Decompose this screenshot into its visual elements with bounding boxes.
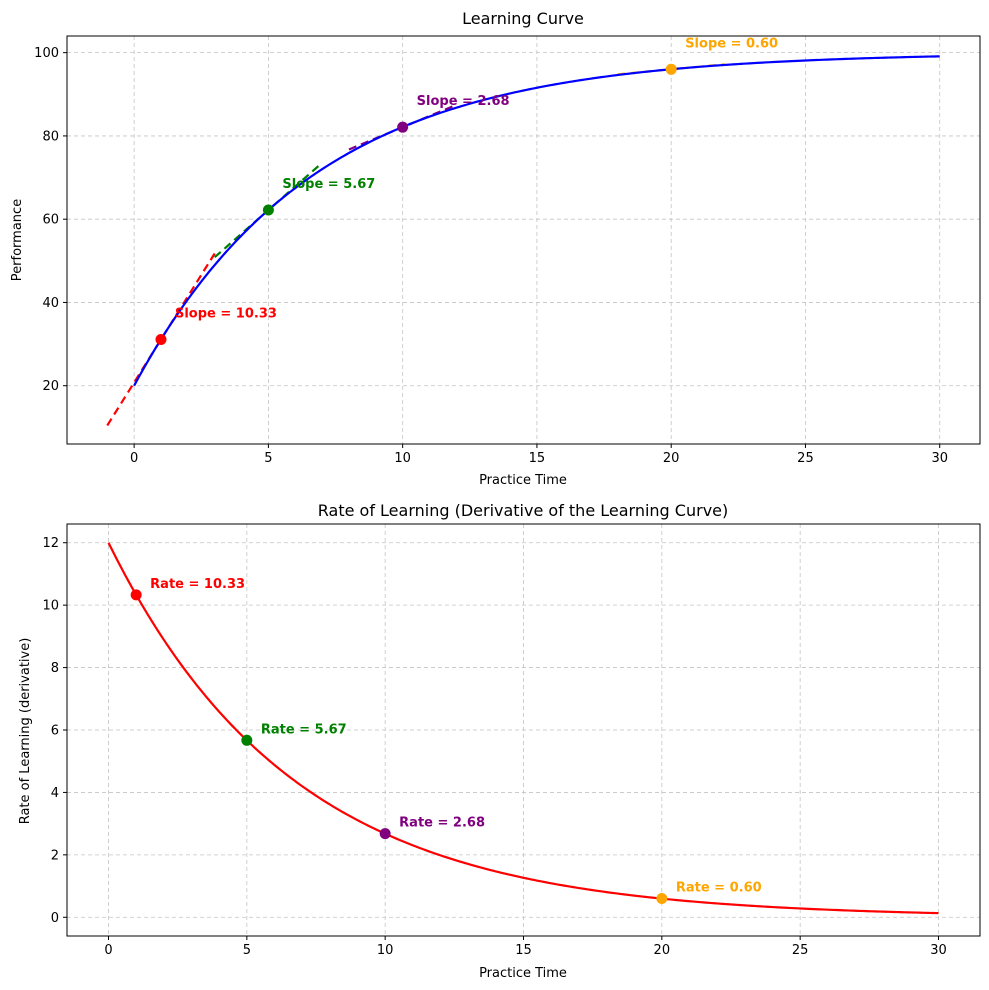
point-annotation: Rate = 5.67 [261,722,347,737]
learning-curve-chart: Learning Curve Slope = 10.33 Slope = 5.67… [10,9,981,488]
tangent-lines [106,63,725,427]
point-annotation: Rate = 2.68 [399,816,485,831]
tangent-line [106,252,216,427]
y-tick-label: 40 [42,296,59,311]
annotations: Rate = 10.33 Rate = 5.67 Rate = 2.68 Rate =… [150,577,762,896]
grid-lines [67,36,980,444]
y-tick-label: 20 [42,379,59,394]
x-tick-label: 10 [377,943,394,958]
data-point [241,734,253,746]
ticks: 0 5 10 15 20 25 30 0 2 4 6 8 10 12 [42,536,946,958]
x-tick-label: 0 [130,451,138,466]
x-tick-label: 30 [931,451,948,466]
grid-lines [67,524,980,936]
data-point [665,63,677,75]
marked-points [155,63,677,346]
ticks: 0 5 10 15 20 25 30 20 40 60 80 100 [34,46,948,466]
plot-frame [66,35,981,445]
y-tick-label: 4 [51,786,59,801]
x-tick-label: 20 [654,943,671,958]
x-tick-label: 15 [529,451,546,466]
rate-of-learning-chart: Rate of Learning (Derivative of the Lear… [18,501,981,981]
y-axis-label: Performance [10,199,25,281]
x-tick-label: 15 [515,943,532,958]
annotations: Slope = 10.33 Slope = 5.67 Slope = 2.68 Slo… [175,36,778,321]
data-point [397,121,409,133]
y-tick-label: 10 [42,599,59,614]
x-tick-label: 30 [930,943,947,958]
chart-title: Learning Curve [462,9,584,28]
y-tick-label: 60 [42,213,59,228]
y-tick-label: 100 [34,46,59,61]
x-tick-label: 10 [394,451,411,466]
point-annotation: Slope = 10.33 [175,307,277,322]
y-tick-label: 2 [51,848,59,863]
data-point [656,893,668,905]
y-tick-label: 12 [42,536,59,551]
data-point [262,204,274,216]
point-annotation: Slope = 0.60 [685,36,778,51]
x-tick-label: 25 [792,943,809,958]
y-tick-label: 8 [51,661,59,676]
point-annotation: Rate = 0.60 [676,881,762,896]
x-axis-label: Practice Time [479,473,567,488]
x-tick-label: 0 [104,943,112,958]
x-axis-label: Practice Time [479,966,567,981]
marked-points [130,589,668,905]
data-point [379,828,391,840]
x-tick-label: 5 [243,943,251,958]
data-point [130,589,142,601]
x-tick-label: 20 [663,451,680,466]
y-axis-label: Rate of Learning (derivative) [18,638,33,825]
point-annotation: Slope = 5.67 [282,177,375,192]
y-tick-label: 6 [51,724,59,739]
point-annotation: Slope = 2.68 [417,94,510,109]
data-point [155,334,167,346]
chart-title: Rate of Learning (Derivative of the Lear… [318,501,729,520]
y-tick-label: 0 [51,911,59,926]
point-annotation: Rate = 10.33 [150,577,245,592]
y-tick-label: 80 [42,129,59,144]
x-tick-label: 5 [264,451,272,466]
x-tick-label: 25 [797,451,814,466]
